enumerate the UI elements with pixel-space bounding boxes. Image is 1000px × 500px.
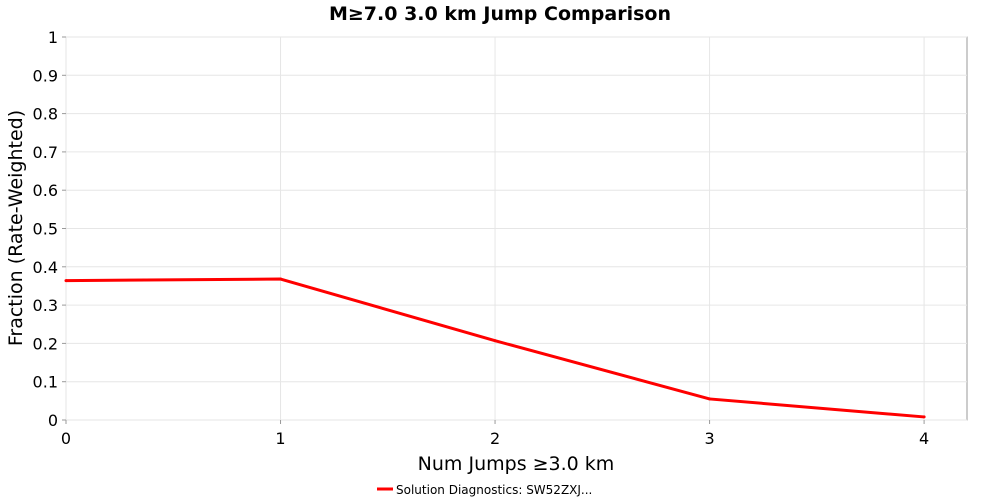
y-tick-label: 0.7 [33, 143, 58, 162]
legend: Solution Diagnostics: SW52ZXJ... [377, 483, 592, 497]
x-tick-label: 2 [490, 429, 500, 448]
y-axis-label: Fraction (Rate-Weighted) [5, 110, 27, 346]
x-tick-label: 4 [919, 429, 929, 448]
x-tick-label: 3 [704, 429, 714, 448]
x-tick-label: 1 [275, 429, 285, 448]
x-axis: 0 1 2 3 4 [61, 420, 929, 448]
y-tick-label: 0.4 [33, 258, 58, 277]
chart-title: M≥7.0 3.0 km Jump Comparison [329, 3, 671, 25]
y-tick-label: 0 [48, 411, 58, 430]
y-tick-label: 0.9 [33, 66, 58, 85]
series-layer [64, 277, 926, 419]
y-tick-label: 0.2 [33, 334, 58, 353]
data-point [922, 415, 926, 419]
x-tick-label: 0 [61, 429, 71, 448]
y-tick-label: 1 [48, 28, 58, 47]
data-point [64, 279, 68, 283]
grid [65, 36, 967, 421]
y-tick-label: 0.5 [33, 220, 58, 239]
x-axis-label: Num Jumps ≥3.0 km [418, 453, 615, 475]
y-tick-label: 0.1 [33, 373, 58, 392]
legend-label: Solution Diagnostics: SW52ZXJ... [396, 483, 592, 497]
y-tick-label: 0.6 [33, 181, 58, 200]
data-point [708, 397, 712, 401]
data-point [279, 277, 283, 281]
data-point [493, 339, 497, 343]
y-tick-label: 0.8 [33, 105, 58, 124]
y-tick-label: 0.3 [33, 296, 58, 315]
y-axis: 0 0.1 0.2 0.3 0.4 0.5 0.6 0.7 0.8 0.9 1 [33, 28, 66, 430]
